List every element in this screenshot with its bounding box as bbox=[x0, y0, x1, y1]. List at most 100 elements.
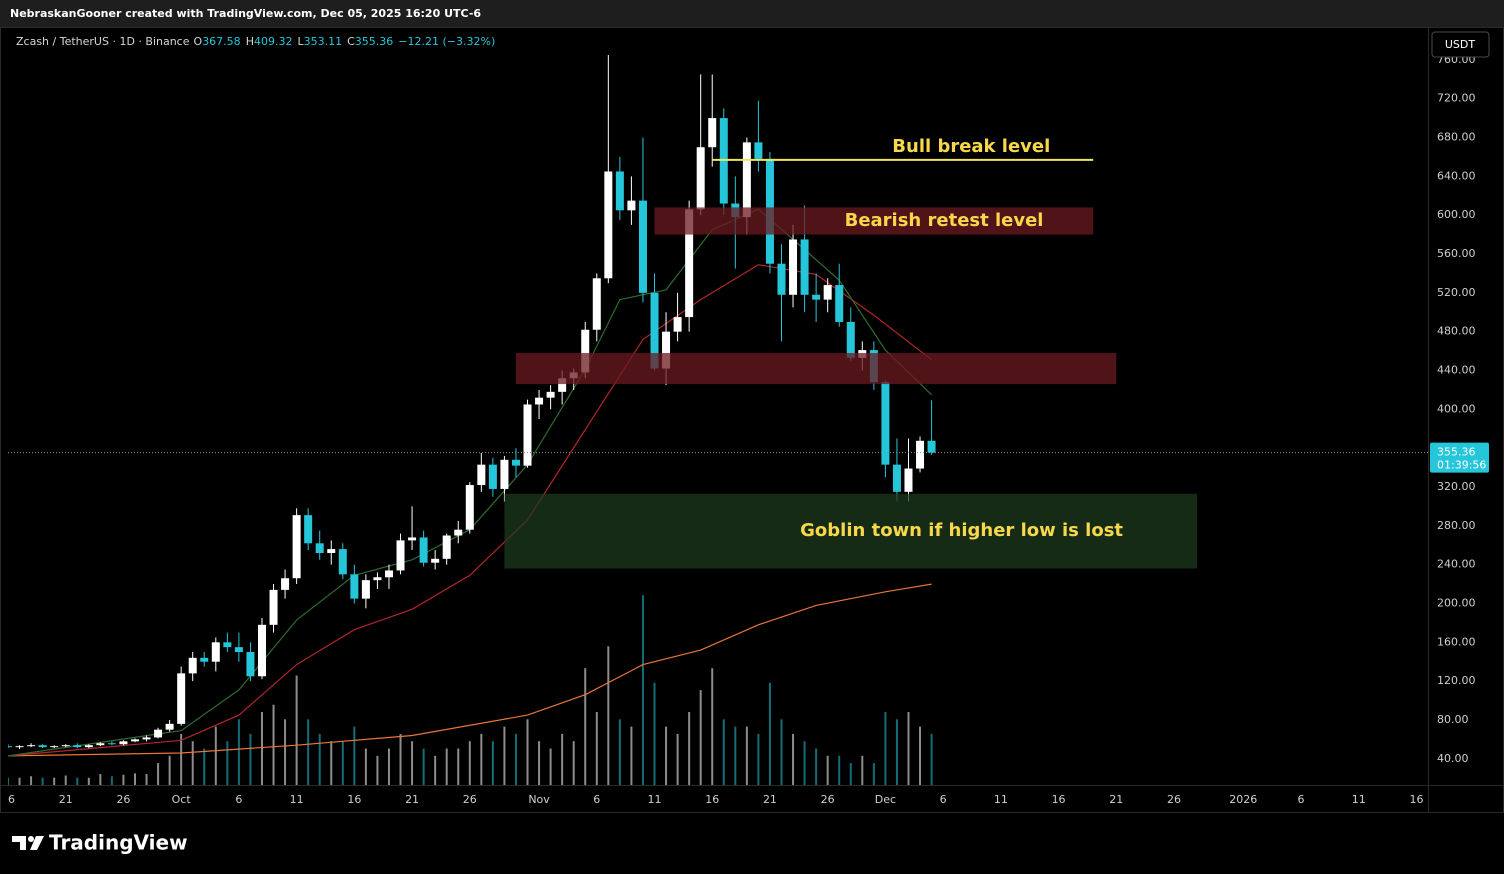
y-tick-label: 120.00 bbox=[1437, 674, 1476, 687]
candle-body bbox=[350, 574, 359, 599]
volume-bar bbox=[133, 773, 136, 785]
volume-bar bbox=[653, 682, 656, 785]
currency-button[interactable] bbox=[1431, 31, 1490, 58]
volume-bar bbox=[8, 777, 9, 785]
last-price-box bbox=[1430, 442, 1489, 473]
x-tick-label: Oct bbox=[172, 793, 192, 806]
candle-body bbox=[442, 535, 451, 559]
volume-bar bbox=[191, 741, 194, 785]
symbol-legend: Zcash / TetherUS · 1D · Binance O 367.58 H 4… bbox=[16, 35, 495, 48]
candle-body bbox=[50, 746, 59, 748]
candle-body bbox=[904, 468, 913, 492]
volume-bar bbox=[41, 777, 44, 785]
y-tick-label: 440.00 bbox=[1437, 363, 1476, 376]
candle-body bbox=[315, 543, 324, 553]
candle-body bbox=[892, 464, 901, 492]
candle-body bbox=[419, 537, 428, 563]
volume-bar bbox=[676, 733, 679, 785]
volume-bar bbox=[930, 733, 933, 785]
x-tick-label: 16 bbox=[1, 793, 15, 806]
candle-body bbox=[650, 292, 659, 369]
candle-body bbox=[327, 549, 336, 553]
candle-body bbox=[27, 745, 36, 747]
volume-bar bbox=[214, 726, 217, 785]
volume-bar bbox=[538, 741, 541, 785]
candle-body bbox=[211, 642, 220, 662]
y-tick-label: 680.00 bbox=[1437, 131, 1476, 144]
candle-body bbox=[246, 652, 255, 677]
candle-body bbox=[142, 737, 151, 740]
volume-bar bbox=[157, 763, 160, 785]
volume-bar bbox=[514, 733, 517, 785]
volume-bar bbox=[376, 755, 379, 785]
volume-bar bbox=[145, 774, 148, 785]
x-tick-label: 21 bbox=[405, 793, 419, 806]
x-tick-label: 6 bbox=[1298, 793, 1305, 806]
candle-body bbox=[465, 485, 474, 530]
volume-bar bbox=[630, 726, 633, 785]
y-tick-label: 280.00 bbox=[1437, 519, 1476, 532]
volume-bar bbox=[722, 719, 725, 785]
candle-body bbox=[592, 278, 601, 330]
candle-body bbox=[662, 331, 671, 369]
x-tick-label: 16 bbox=[1409, 793, 1423, 806]
x-tick-label: 16 bbox=[705, 793, 719, 806]
candle-body bbox=[477, 464, 486, 486]
volume-bar bbox=[711, 668, 714, 785]
y-tick-label: 240.00 bbox=[1437, 558, 1476, 571]
volume-bar bbox=[53, 777, 56, 785]
y-tick-label: 320.00 bbox=[1437, 480, 1476, 493]
candle-body bbox=[685, 209, 694, 318]
volume-bar bbox=[295, 675, 298, 785]
candle-body bbox=[61, 745, 70, 747]
ohlc-label: H bbox=[246, 35, 254, 48]
volume-bar bbox=[18, 777, 21, 785]
candle-body bbox=[304, 515, 313, 544]
countdown-label: 01:39:56 bbox=[1437, 459, 1486, 472]
y-tick-label: 600.00 bbox=[1437, 208, 1476, 221]
candle-body bbox=[777, 263, 786, 295]
volume-bar bbox=[595, 712, 598, 785]
candle-body bbox=[916, 440, 925, 469]
volume-bar bbox=[468, 741, 471, 785]
y-tick-label: 520.00 bbox=[1437, 286, 1476, 299]
volume-bar bbox=[457, 748, 460, 785]
volume-bar bbox=[226, 741, 229, 785]
volume-bar bbox=[180, 733, 183, 785]
x-tick-label: 26 bbox=[821, 793, 835, 806]
volume-bar bbox=[618, 719, 621, 785]
volume-bar bbox=[884, 712, 887, 785]
x-tick-label: 6 bbox=[940, 793, 947, 806]
ohlc-value: 409.32 bbox=[254, 35, 293, 48]
volume-bar bbox=[838, 755, 841, 785]
candle-body bbox=[488, 464, 497, 489]
volume-bar bbox=[572, 741, 575, 785]
x-tick-label: 16 bbox=[1052, 793, 1066, 806]
candle-body bbox=[38, 745, 47, 748]
x-tick-label: 26 bbox=[463, 793, 477, 806]
x-tick-label: 11 bbox=[1352, 793, 1366, 806]
brand-name: TradingView bbox=[49, 831, 188, 855]
x-tick-label: Nov bbox=[528, 793, 550, 806]
volume-bar bbox=[480, 733, 483, 785]
candle-body bbox=[454, 529, 463, 536]
candle-body bbox=[754, 142, 763, 159]
volume-bar bbox=[260, 712, 263, 785]
candle-body bbox=[823, 285, 832, 300]
currency-button-label[interactable]: USDT bbox=[1445, 38, 1476, 51]
y-tick-label: 640.00 bbox=[1437, 169, 1476, 182]
candle-body bbox=[696, 147, 705, 210]
volume-bar bbox=[87, 777, 90, 785]
volume-bar bbox=[665, 726, 668, 785]
volume-bar bbox=[745, 726, 748, 785]
volume-bar bbox=[237, 719, 240, 785]
volume-bar bbox=[872, 763, 875, 785]
candle-body bbox=[269, 589, 278, 625]
symbol-name: Zcash / TetherUS · 1D · Binance bbox=[16, 35, 190, 48]
volume-bar bbox=[168, 755, 171, 785]
candle-body bbox=[107, 743, 116, 745]
ohlc-label: L bbox=[297, 35, 304, 48]
candle-body bbox=[223, 642, 232, 648]
volume-bar bbox=[445, 748, 448, 785]
x-tick-label: 21 bbox=[59, 793, 73, 806]
